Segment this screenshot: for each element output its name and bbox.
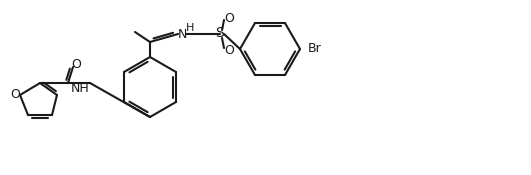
Text: O: O bbox=[10, 89, 20, 101]
Text: NH: NH bbox=[71, 82, 89, 96]
Text: N: N bbox=[177, 27, 187, 40]
Text: O: O bbox=[224, 12, 234, 24]
Text: H: H bbox=[186, 23, 194, 33]
Text: O: O bbox=[71, 58, 81, 71]
Text: S: S bbox=[216, 26, 225, 40]
Text: Br: Br bbox=[308, 43, 322, 55]
Text: O: O bbox=[224, 44, 234, 57]
